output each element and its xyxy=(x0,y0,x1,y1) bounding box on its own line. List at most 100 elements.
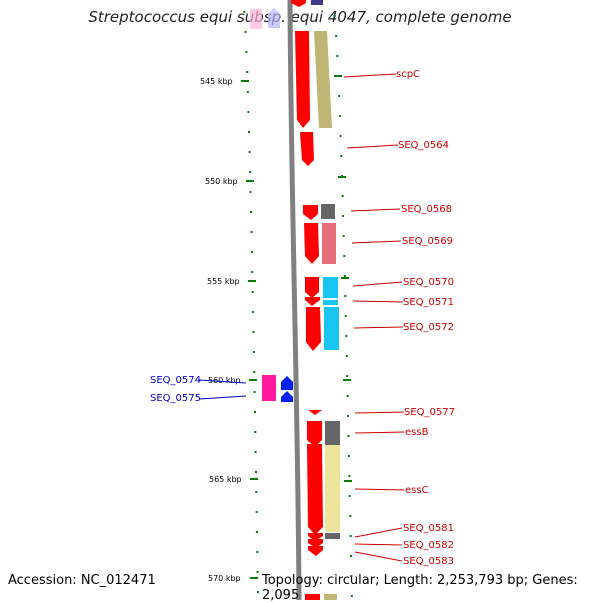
tick-label-545: 545 kbp xyxy=(200,77,233,86)
connector-seq-0569 xyxy=(351,240,402,244)
minor-tick-dot xyxy=(256,591,259,593)
minor-tick-dot xyxy=(255,531,258,533)
minor-tick-dot xyxy=(345,335,348,337)
minor-tick-dot xyxy=(252,331,255,333)
minor-tick-dot xyxy=(248,131,250,133)
minor-tick-dot xyxy=(338,95,341,97)
minor-tick-dot xyxy=(249,191,252,193)
minor-tick-dot xyxy=(253,371,256,373)
cds-seq-0568 xyxy=(303,205,318,220)
connector-seq-0575 xyxy=(198,395,247,400)
minor-tick-dot xyxy=(255,471,257,473)
cds-seq-0581 xyxy=(308,533,323,541)
tick-label-560: 560 kbp xyxy=(208,376,241,385)
minor-ticks-left xyxy=(243,11,259,593)
connector-seq-0572 xyxy=(353,326,404,329)
cds-seq-0583 xyxy=(308,546,323,556)
connector-seq-0564 xyxy=(346,144,399,149)
gene-label-seq-0572[interactable]: SEQ_0572 xyxy=(403,322,454,333)
connector-seq-0574 xyxy=(198,379,247,384)
minor-tick-dot xyxy=(252,351,255,353)
tick-label-565: 565 kbp xyxy=(209,475,242,484)
minor-tick-dot xyxy=(254,411,256,413)
connector-seq-0568 xyxy=(350,208,401,212)
gene-label-seq-0574[interactable]: SEQ_0574 xyxy=(150,375,201,386)
minor-tick-dot xyxy=(248,151,251,153)
map-title: Streptococcus equi subsp. equi 4047, com… xyxy=(88,8,512,26)
gene-label-seq-0581[interactable]: SEQ_0581 xyxy=(403,523,454,534)
minor-tick-dot xyxy=(254,451,257,453)
minor-tick-dot xyxy=(342,235,345,237)
minor-tick-dot xyxy=(344,295,347,297)
cds-essC xyxy=(307,444,323,535)
minor-tick-dot xyxy=(251,291,254,293)
minor-tick-dot xyxy=(247,111,250,113)
genome-backbone xyxy=(287,0,302,600)
connector-seq-0571 xyxy=(352,300,404,303)
minor-tick-dot xyxy=(246,91,249,93)
minor-tick-dot xyxy=(349,535,352,537)
minor-tick-dot xyxy=(254,431,257,433)
minor-tick-dot xyxy=(246,71,249,73)
minor-tick-dot xyxy=(346,375,349,377)
minor-tick-dot xyxy=(349,515,352,517)
scale-ticks: 545 kbp 550 kbp 555 kbp 560 kbp 565 kbp … xyxy=(200,75,352,583)
connector-seq-0582 xyxy=(354,543,403,546)
gene-label-seq-0568[interactable]: SEQ_0568 xyxy=(401,204,452,215)
connector-seq-0577 xyxy=(354,411,405,414)
connector-essC xyxy=(354,488,405,491)
minor-tick-dot xyxy=(347,435,350,437)
minor-tick-dot xyxy=(346,395,349,397)
accession-text: Accession: NC_012471 xyxy=(8,573,156,588)
gene-label-seq-0569[interactable]: SEQ_0569 xyxy=(402,236,453,247)
minor-tick-dot xyxy=(251,271,254,273)
gene-label-essC[interactable]: essC xyxy=(405,485,429,496)
minor-tick-dot xyxy=(253,391,256,393)
connector-seq-0581 xyxy=(354,527,403,538)
gene-label-seq-0582[interactable]: SEQ_0582 xyxy=(403,540,454,551)
cog-olive-bottom xyxy=(324,594,337,600)
gene-label-seq-0571[interactable]: SEQ_0571 xyxy=(403,297,454,308)
cog-track xyxy=(314,31,340,600)
tick-label-570: 570 kbp xyxy=(208,574,241,583)
minor-tick-dot xyxy=(255,511,258,513)
cog-pink-0569 xyxy=(322,223,336,264)
gene-label-scpC[interactable]: scpC xyxy=(396,69,420,80)
connector-essB xyxy=(354,431,405,434)
minor-tick-dot xyxy=(252,311,255,313)
cds-essB xyxy=(307,421,322,447)
gene-labels: scpC SEQ_0564 SEQ_0568 SEQ_0569 SEQ_0570… xyxy=(150,69,455,567)
minor-tick-dot xyxy=(339,135,342,137)
feature-blue-0574 xyxy=(281,376,293,390)
gene-label-seq-0577[interactable]: SEQ_0577 xyxy=(404,407,455,418)
feature-magenta-0574 xyxy=(262,375,276,401)
feature-lavender-top xyxy=(268,8,280,28)
gene-label-seq-0583[interactable]: SEQ_0583 xyxy=(403,556,454,567)
label-connectors xyxy=(198,73,405,562)
minor-tick-dot xyxy=(245,51,248,53)
gene-label-seq-0564[interactable]: SEQ_0564 xyxy=(398,140,449,151)
gene-label-essB[interactable]: essB xyxy=(405,427,429,438)
cds-bottom xyxy=(305,594,320,600)
minor-tick-dot xyxy=(348,495,351,497)
tick-label-555: 555 kbp xyxy=(207,277,240,286)
minor-tick-dot xyxy=(249,171,252,173)
cog-cyan-0570 xyxy=(323,277,338,298)
cog-khaki-essC xyxy=(325,445,340,532)
minor-tick-dot xyxy=(256,571,259,573)
cog-olive-scpC xyxy=(314,31,332,128)
minor-tick-dot xyxy=(336,55,339,57)
minor-tick-dot xyxy=(342,215,345,217)
connector-seq-0570 xyxy=(352,281,403,287)
connector-scpC xyxy=(343,73,397,78)
gene-label-seq-0570[interactable]: SEQ_0570 xyxy=(403,277,454,288)
minor-tick-dot xyxy=(343,255,346,257)
gene-label-seq-0575[interactable]: SEQ_0575 xyxy=(150,393,201,404)
minor-tick-dot xyxy=(340,155,343,157)
minor-tick-dot xyxy=(256,551,259,553)
minor-tick-dot xyxy=(255,491,258,493)
minor-tick-dot xyxy=(350,555,353,557)
feature-pink-top xyxy=(250,9,262,29)
cog-cyan-0572 xyxy=(324,307,339,350)
minor-tick-dot xyxy=(338,115,341,117)
